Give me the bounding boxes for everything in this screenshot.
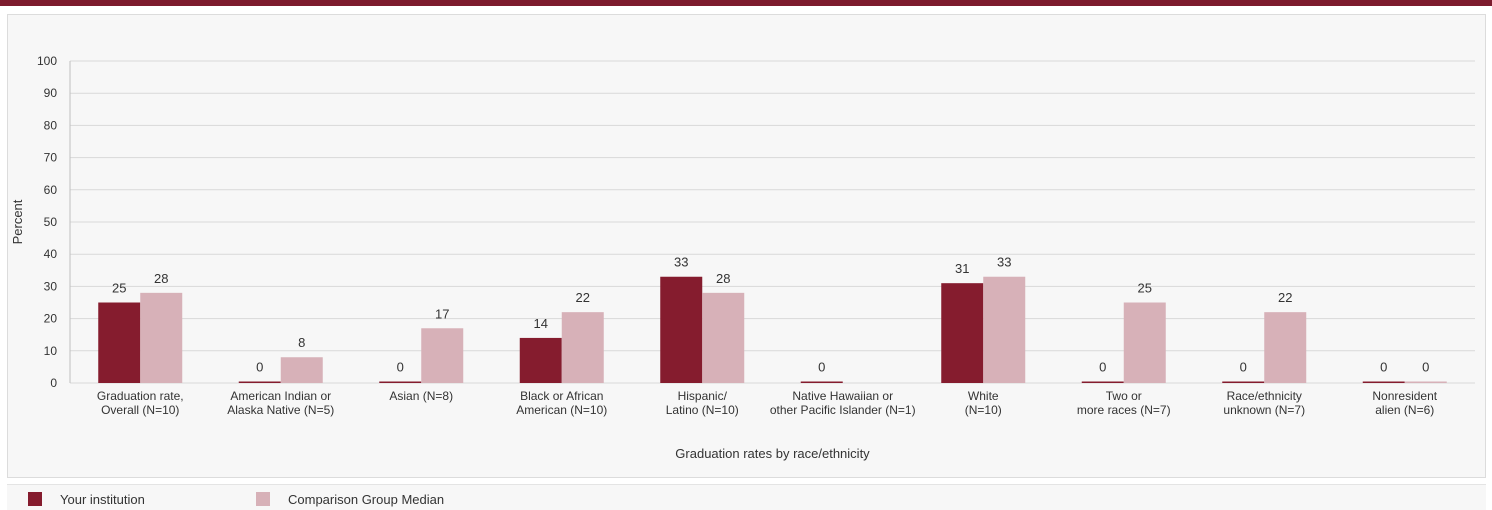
data-label-your-institution-0: 25 bbox=[112, 281, 126, 296]
bar-comparison-1 bbox=[280, 357, 323, 383]
bar-your-institution-5 bbox=[800, 381, 843, 383]
x-tick-label-3-line-1: American (N=10) bbox=[516, 403, 607, 417]
data-label-comparison-1: 8 bbox=[298, 335, 305, 350]
data-label-your-institution-9: 0 bbox=[1380, 360, 1387, 375]
bar-your-institution-6 bbox=[941, 283, 984, 383]
data-label-comparison-9: 0 bbox=[1422, 360, 1429, 375]
y-tick-label-10: 10 bbox=[44, 344, 58, 358]
data-label-your-institution-2: 0 bbox=[397, 360, 404, 375]
y-tick-label-80: 80 bbox=[44, 118, 58, 132]
legend-item-comparison-group-median: Comparison Group Median bbox=[256, 491, 444, 507]
x-tick-label-0-line-0: Graduation rate, bbox=[97, 389, 184, 403]
data-label-comparison-2: 17 bbox=[435, 306, 449, 321]
x-tick-label-8-line-1: unknown (N=7) bbox=[1223, 403, 1305, 417]
x-tick-label-6-line-1: (N=10) bbox=[965, 403, 1002, 417]
y-tick-label-0: 0 bbox=[50, 376, 57, 390]
y-tick-label-30: 30 bbox=[44, 279, 58, 293]
data-label-your-institution-5: 0 bbox=[818, 360, 825, 375]
bar-comparison-4 bbox=[702, 292, 745, 383]
x-tick-label-6-line-0: White bbox=[968, 389, 999, 403]
bar-comparison-2 bbox=[421, 328, 464, 383]
bar-your-institution-7 bbox=[1081, 381, 1124, 383]
bar-comparison-7 bbox=[1123, 302, 1166, 383]
x-tick-label-4-line-0: Hispanic/ bbox=[678, 389, 728, 403]
x-tick-label-9-line-0: Nonresident bbox=[1372, 389, 1437, 403]
bar-comparison-0 bbox=[140, 292, 183, 383]
x-tick-label-4-line-1: Latino (N=10) bbox=[666, 403, 739, 417]
bar-your-institution-3 bbox=[519, 337, 562, 383]
data-label-your-institution-3: 14 bbox=[534, 316, 548, 331]
x-tick-label-2-line-0: Asian (N=8) bbox=[389, 389, 453, 403]
legend-swatch-comparison-group-median bbox=[256, 492, 270, 506]
data-label-your-institution-8: 0 bbox=[1240, 360, 1247, 375]
bar-comparison-8 bbox=[1264, 312, 1307, 383]
y-tick-label-70: 70 bbox=[44, 151, 58, 165]
y-tick-label-50: 50 bbox=[44, 215, 58, 229]
legend-item-your-institution: Your institution bbox=[28, 491, 145, 507]
x-tick-label-9-line-1: alien (N=6) bbox=[1375, 403, 1434, 417]
bar-your-institution-9 bbox=[1362, 381, 1405, 383]
legend-swatch-your-institution bbox=[28, 492, 42, 506]
data-label-comparison-3: 22 bbox=[576, 290, 590, 305]
x-tick-label-0-line-1: Overall (N=10) bbox=[101, 403, 179, 417]
y-axis-label: Percent bbox=[10, 199, 25, 244]
x-tick-label-3-line-0: Black or African bbox=[520, 389, 603, 403]
data-label-your-institution-4: 33 bbox=[674, 255, 688, 270]
x-tick-label-7-line-0: Two or bbox=[1106, 389, 1142, 403]
bar-your-institution-0 bbox=[98, 302, 141, 383]
bar-your-institution-2 bbox=[379, 381, 422, 383]
data-label-your-institution-1: 0 bbox=[256, 360, 263, 375]
y-tick-label-60: 60 bbox=[44, 183, 58, 197]
bar-comparison-6 bbox=[983, 276, 1026, 383]
chart-legend: Your institution Comparison Group Median bbox=[7, 484, 1486, 510]
bar-chart: 0102030405060708090100Percent2528Graduat… bbox=[10, 54, 1475, 461]
data-label-your-institution-6: 31 bbox=[955, 261, 969, 276]
y-tick-label-90: 90 bbox=[44, 86, 58, 100]
bar-comparison-9 bbox=[1404, 381, 1447, 383]
data-label-comparison-8: 22 bbox=[1278, 290, 1292, 305]
bar-your-institution-4 bbox=[660, 276, 703, 383]
x-tick-label-1-line-0: American Indian or bbox=[230, 389, 331, 403]
top-accent-bar bbox=[0, 0, 1492, 6]
legend-label-your-institution: Your institution bbox=[60, 491, 145, 507]
y-tick-label-20: 20 bbox=[44, 312, 58, 326]
x-axis-label: Graduation rates by race/ethnicity bbox=[675, 446, 870, 461]
bar-comparison-3 bbox=[561, 312, 604, 383]
data-label-comparison-4: 28 bbox=[716, 271, 730, 286]
y-tick-label-40: 40 bbox=[44, 247, 58, 261]
x-tick-label-7-line-1: more races (N=7) bbox=[1077, 403, 1171, 417]
data-label-comparison-0: 28 bbox=[154, 271, 168, 286]
legend-label-comparison-group-median: Comparison Group Median bbox=[288, 491, 445, 507]
x-tick-label-8-line-0: Race/ethnicity bbox=[1227, 389, 1302, 403]
x-tick-label-1-line-1: Alaska Native (N=5) bbox=[227, 403, 334, 417]
data-label-your-institution-7: 0 bbox=[1099, 360, 1106, 375]
bar-your-institution-8 bbox=[1222, 381, 1265, 383]
chart-panel: 0 10 20 30 40 50 60 70 80 90 100 Percent 25 28 Graduat… bbox=[7, 14, 1486, 478]
x-tick-label-5-line-1: other Pacific Islander (N=1) bbox=[770, 403, 916, 417]
x-tick-label-5-line-0: Native Hawaiian or bbox=[792, 389, 893, 403]
data-label-comparison-7: 25 bbox=[1138, 281, 1152, 296]
y-tick-label-100: 100 bbox=[37, 54, 57, 68]
bar-your-institution-1 bbox=[238, 381, 281, 383]
data-label-comparison-6: 33 bbox=[997, 255, 1011, 270]
